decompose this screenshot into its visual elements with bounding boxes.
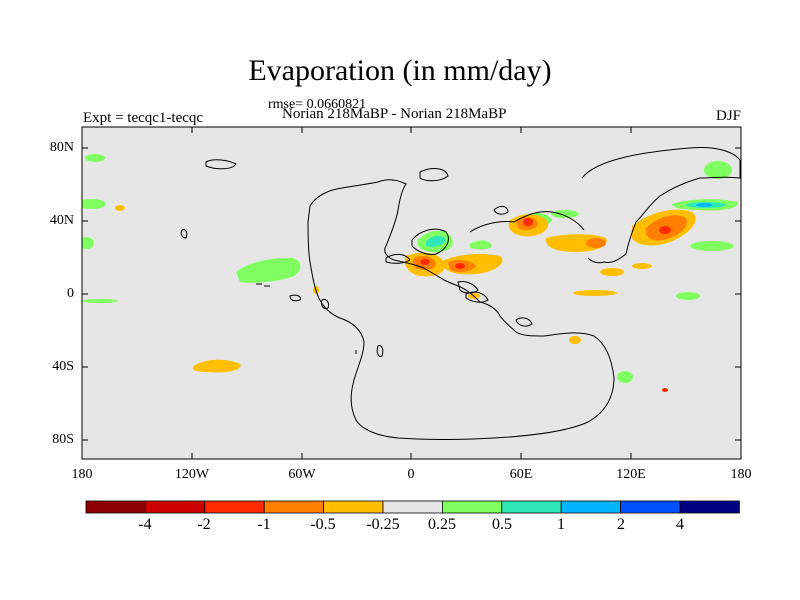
colorbar-swatch (144, 500, 206, 514)
colorbar-label: 4 (676, 516, 684, 533)
x-tick-label: 60W (288, 467, 316, 482)
x-tick-label: 60E (509, 467, 533, 482)
x-tick-label: 120E (616, 467, 646, 482)
season-label: DJF (715, 108, 741, 124)
colorbar-swatch (560, 500, 622, 514)
colorbar-swatch (620, 500, 681, 514)
y-tick-label: 80S (52, 432, 74, 447)
period-label: Norian 218MaBP - Norian 218MaBP (282, 106, 507, 122)
plot-title: Evaporation (in mm/day) (248, 54, 552, 87)
experiment-label: Expt = tecqc1-tecqc (83, 110, 204, 126)
colorbar-swatch (382, 500, 443, 514)
colorbar-swatch (501, 500, 562, 514)
y-tick-label: 40S (52, 359, 74, 374)
colorbar-label: -0.5 (310, 516, 336, 533)
x-tick-label: 180 (71, 467, 93, 482)
colorbar-swatch (441, 500, 503, 514)
colorbar-swatch (204, 500, 265, 514)
x-tick-label: 120W (174, 467, 210, 482)
colorbar-swatch (679, 500, 740, 514)
colorbar-label: 2 (617, 516, 625, 533)
colorbar-label: 0.5 (492, 516, 512, 533)
colorbar-label: -1 (257, 516, 271, 533)
map-background (82, 127, 741, 459)
colorbar-label: -0.25 (366, 516, 400, 533)
colorbar-swatch (263, 500, 325, 514)
colorbar-swatch (323, 500, 384, 514)
y-tick-label: 80N (49, 140, 74, 155)
colorbar-label: -4 (138, 516, 152, 533)
colorbar-label: 1 (557, 516, 565, 533)
axis-ticks (82, 127, 741, 459)
coastline (180, 147, 741, 440)
anomaly-fields (82, 147, 741, 440)
x-tick-label: 0 (407, 467, 415, 482)
x-tick-label: 180 (730, 467, 752, 482)
y-tick-label: 40N (49, 213, 74, 228)
y-tick-label: 0 (67, 286, 74, 301)
colorbar-label: 0.25 (428, 516, 456, 533)
colorbar-label: -2 (197, 516, 211, 533)
colorbar (85, 500, 740, 514)
colorbar-swatch (85, 500, 146, 514)
rmse-label: rmse= 0.0660821 (268, 97, 367, 112)
